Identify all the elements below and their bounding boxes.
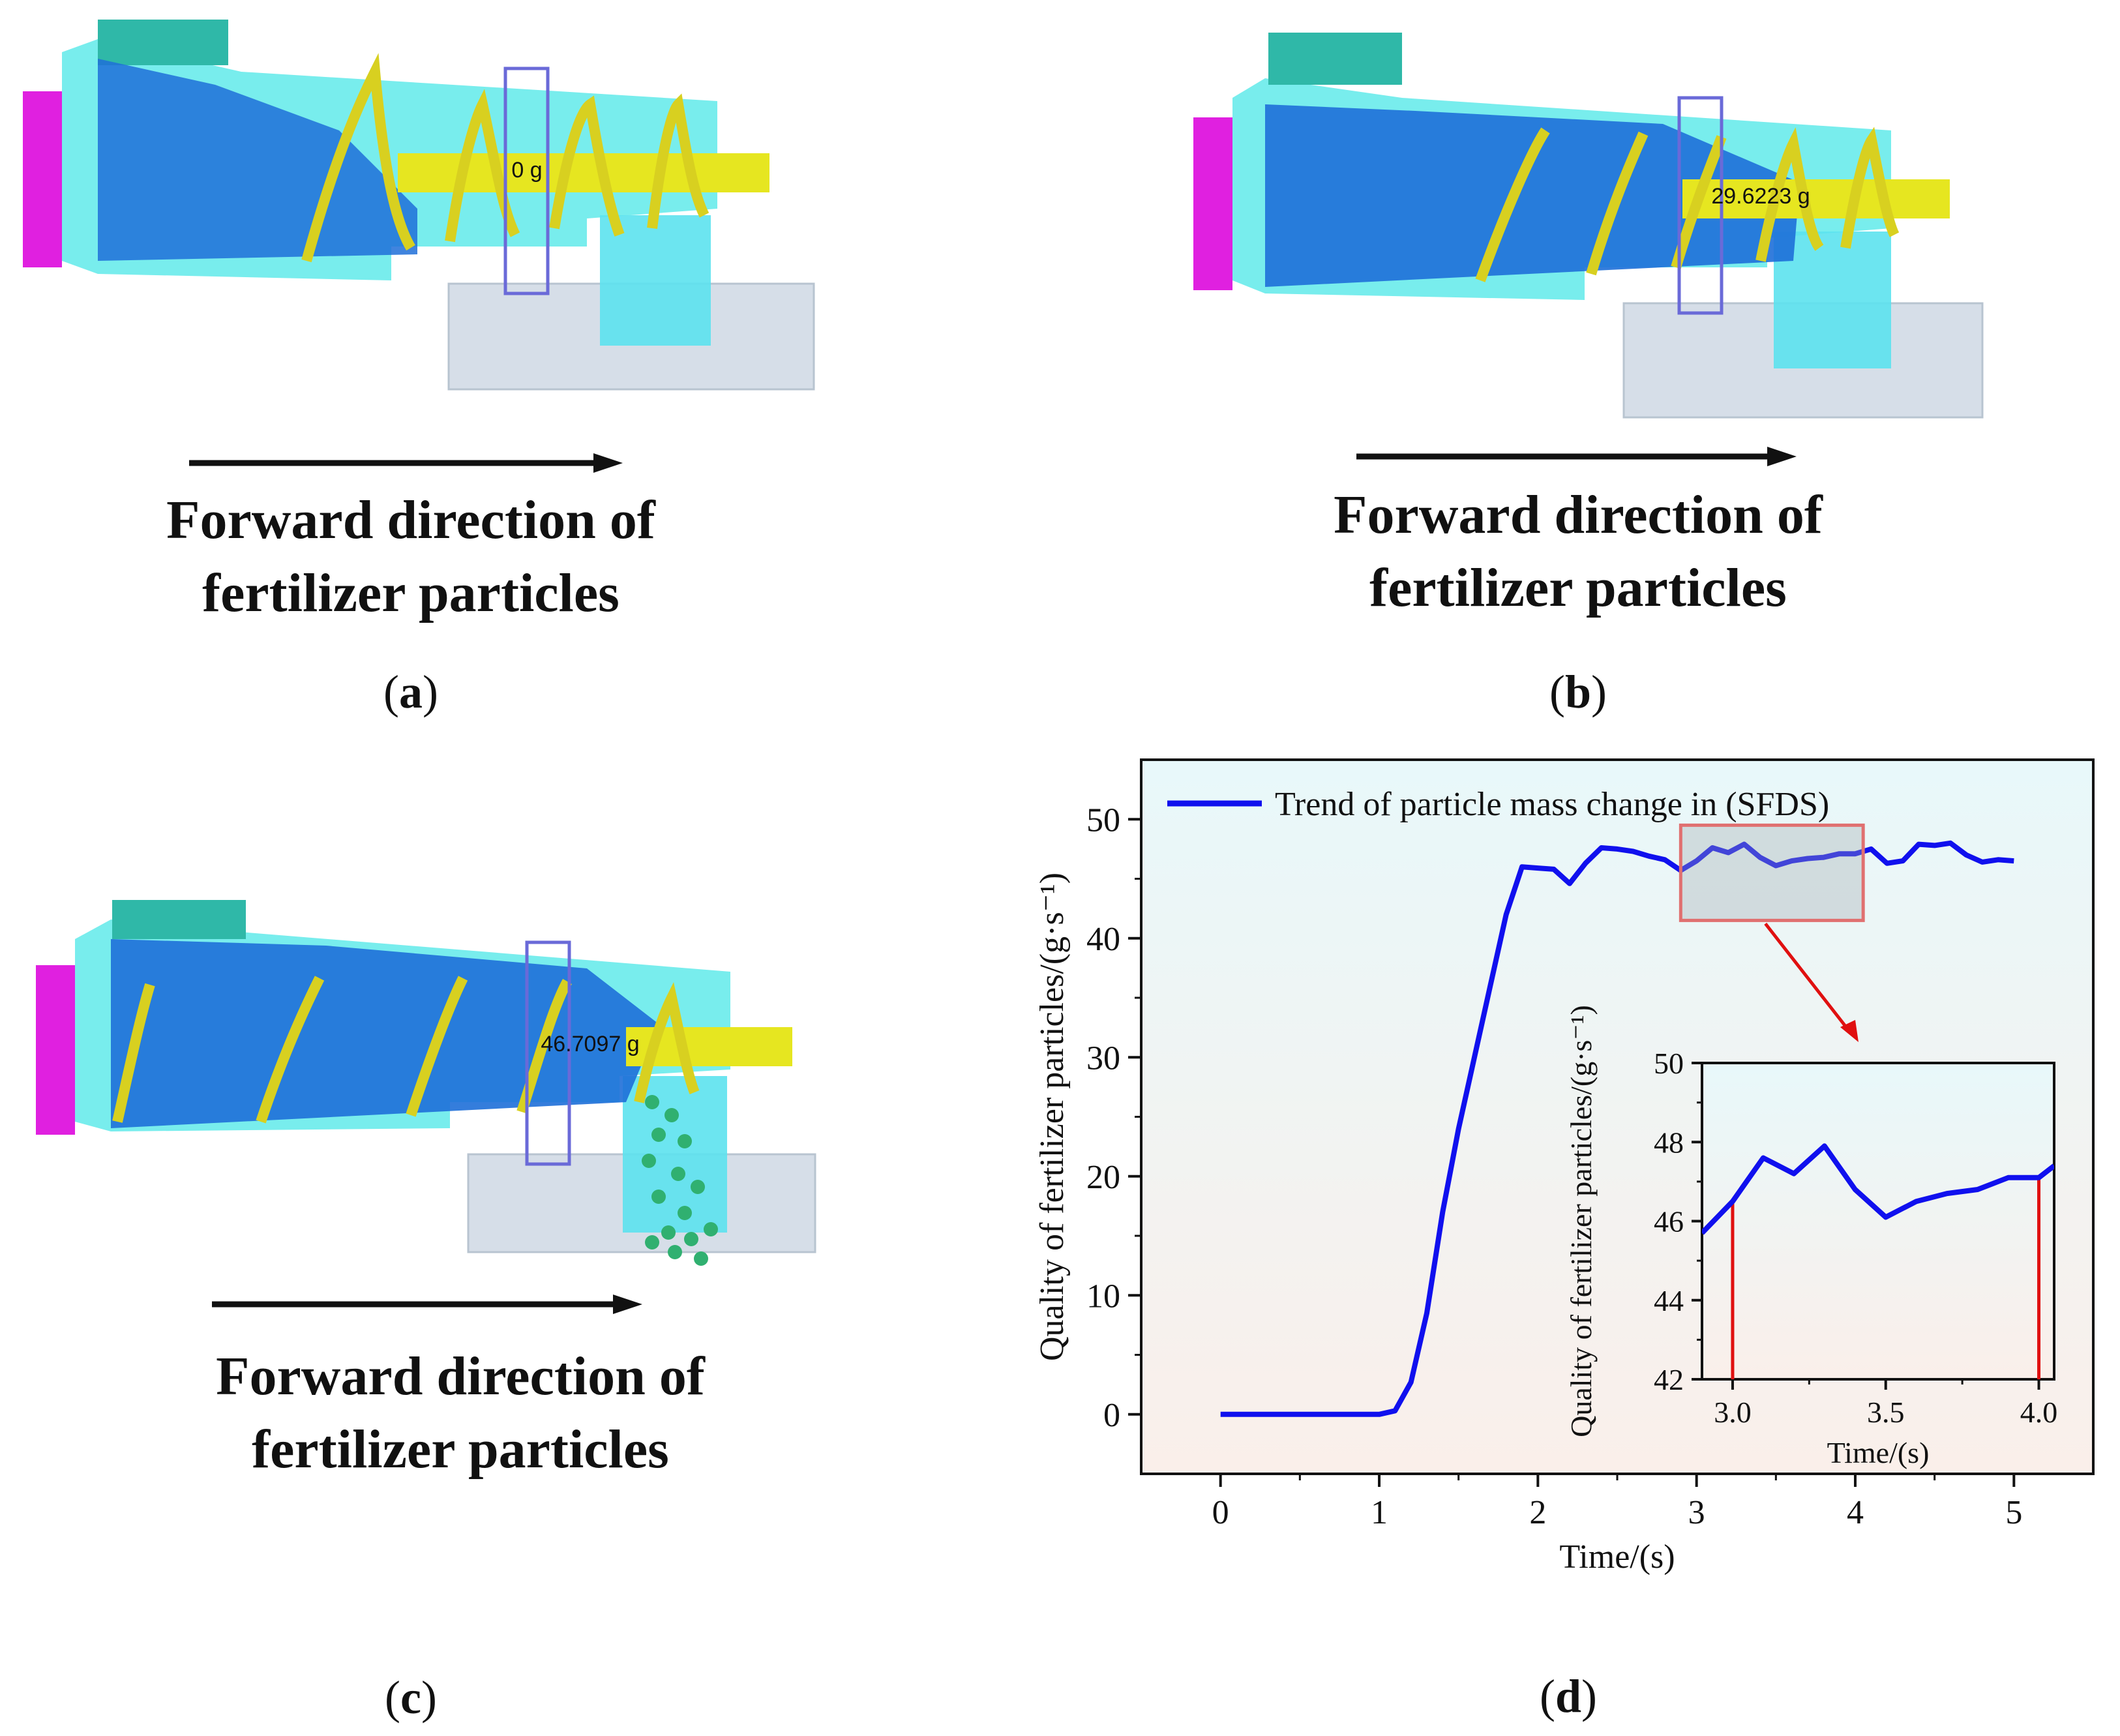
y-tick-label: 10 bbox=[1086, 1278, 1120, 1315]
mass-readout: 46.7097 g bbox=[541, 1032, 639, 1056]
panel-letter: b bbox=[1564, 666, 1592, 718]
caption: Forward direction of fertilizer particle… bbox=[1252, 479, 1904, 625]
x-tick-label: 3.0 bbox=[1714, 1396, 1752, 1429]
y-tick-label: 42 bbox=[1654, 1363, 1684, 1396]
outlet-chute bbox=[600, 215, 711, 346]
caption-line-1: Forward direction of bbox=[1334, 485, 1823, 545]
magenta-end-cap bbox=[1193, 117, 1232, 290]
x-tick-label: 4 bbox=[1847, 1494, 1864, 1531]
x-axis-label: Time/(s) bbox=[1827, 1436, 1930, 1469]
forward-arrow bbox=[212, 1295, 642, 1314]
caption-line-2: fertilizer particles bbox=[252, 1419, 669, 1480]
zoom-arrow-head bbox=[1840, 1020, 1859, 1042]
x-axis-label: Time/(s) bbox=[1559, 1538, 1675, 1576]
zoom-arrow-line bbox=[1764, 922, 1850, 1032]
hopper bbox=[112, 900, 246, 939]
panel-b: 29.6223 g Forward direction of fertilize… bbox=[1076, 0, 2119, 724]
panel-label: (b) bbox=[1549, 666, 1607, 718]
magenta-end-cap bbox=[23, 91, 62, 267]
y-tick-label: 48 bbox=[1654, 1126, 1684, 1159]
measurement-box bbox=[525, 940, 571, 1166]
y-tick-label: 46 bbox=[1654, 1205, 1684, 1238]
caption: Forward direction of fertilizer particle… bbox=[85, 484, 737, 630]
panel-label: (d) bbox=[1539, 1670, 1597, 1722]
caption-line-1: Forward direction of bbox=[216, 1346, 705, 1407]
zoom-region-box bbox=[1679, 823, 1865, 922]
measurement-box bbox=[1677, 96, 1724, 315]
inset-plot: 3.0 3.5 4.0 42 44 46 48 50 Time/(s) Quality of fe… bbox=[1564, 1005, 2057, 1469]
plot-frame bbox=[1701, 1062, 2055, 1381]
panel-c: 46.7097 g Forward direction of fertilize… bbox=[0, 867, 848, 1735]
particle-mass bbox=[98, 59, 417, 261]
screw-flights bbox=[1475, 127, 1900, 282]
x-tick-label: 2 bbox=[1529, 1494, 1546, 1531]
caption: Forward direction of fertilizer particle… bbox=[134, 1340, 786, 1486]
measurement-box bbox=[503, 67, 550, 295]
x-tick-label: 3.5 bbox=[1867, 1396, 1905, 1429]
y-tick-label: 44 bbox=[1654, 1284, 1684, 1317]
screw-shaft bbox=[398, 153, 769, 192]
screw-flights bbox=[301, 53, 709, 263]
x-tick-label: 5 bbox=[2005, 1494, 2022, 1531]
screw-shaft bbox=[1682, 179, 1950, 218]
x-tick-label: 4.0 bbox=[2020, 1396, 2058, 1429]
y-tick-label: 20 bbox=[1086, 1159, 1120, 1196]
hopper bbox=[98, 20, 228, 65]
caption-line-2: fertilizer particles bbox=[202, 563, 620, 623]
particle-mass bbox=[111, 939, 659, 1128]
panel-label: (c) bbox=[385, 1671, 437, 1724]
simulation-image-c: 46.7097 g bbox=[36, 900, 816, 1266]
particle-mass bbox=[1265, 104, 1800, 287]
forward-arrow bbox=[1356, 447, 1797, 466]
mass-readout: 29.6223 g bbox=[1711, 184, 1810, 209]
forward-arrow bbox=[189, 453, 623, 473]
simulation-image-b: 29.6223 g bbox=[1193, 33, 1984, 419]
panel-letter: d bbox=[1555, 1670, 1582, 1722]
panel-label: (a) bbox=[383, 666, 438, 718]
y-axis-label: Quality of fertilizer particles/(g·s⁻¹) bbox=[1034, 873, 1071, 1361]
caption-line-2: fertilizer particles bbox=[1369, 558, 1787, 618]
y-tick-label: 0 bbox=[1103, 1397, 1120, 1434]
magenta-end-cap bbox=[36, 965, 75, 1135]
caption-line-1: Forward direction of bbox=[166, 490, 655, 550]
x-tick-label: 1 bbox=[1371, 1494, 1388, 1531]
falling-particles bbox=[642, 1095, 718, 1266]
y-tick-label: 30 bbox=[1086, 1040, 1120, 1077]
y-tick-label: 50 bbox=[1086, 801, 1120, 839]
panel-letter: c bbox=[400, 1671, 421, 1724]
panel-a: 0 g Forward direction of fertilizer part… bbox=[0, 0, 848, 724]
legend-label: Trend of particle mass change in (SFDS) bbox=[1275, 786, 1829, 823]
y-tick-label: 50 bbox=[1654, 1047, 1684, 1080]
mass-readout: 0 g bbox=[511, 158, 542, 183]
simulation-image-a: 0 g bbox=[23, 20, 815, 391]
hopper bbox=[1268, 33, 1402, 85]
y-axis-label: Quality of fertilizer particles/(g·s⁻¹) bbox=[1564, 1005, 1598, 1437]
x-tick-label: 3 bbox=[1688, 1494, 1705, 1531]
y-tick-label: 40 bbox=[1086, 921, 1120, 958]
x-tick-label: 0 bbox=[1212, 1494, 1229, 1531]
screw-flights bbox=[112, 976, 700, 1124]
panel-letter: a bbox=[399, 666, 423, 718]
